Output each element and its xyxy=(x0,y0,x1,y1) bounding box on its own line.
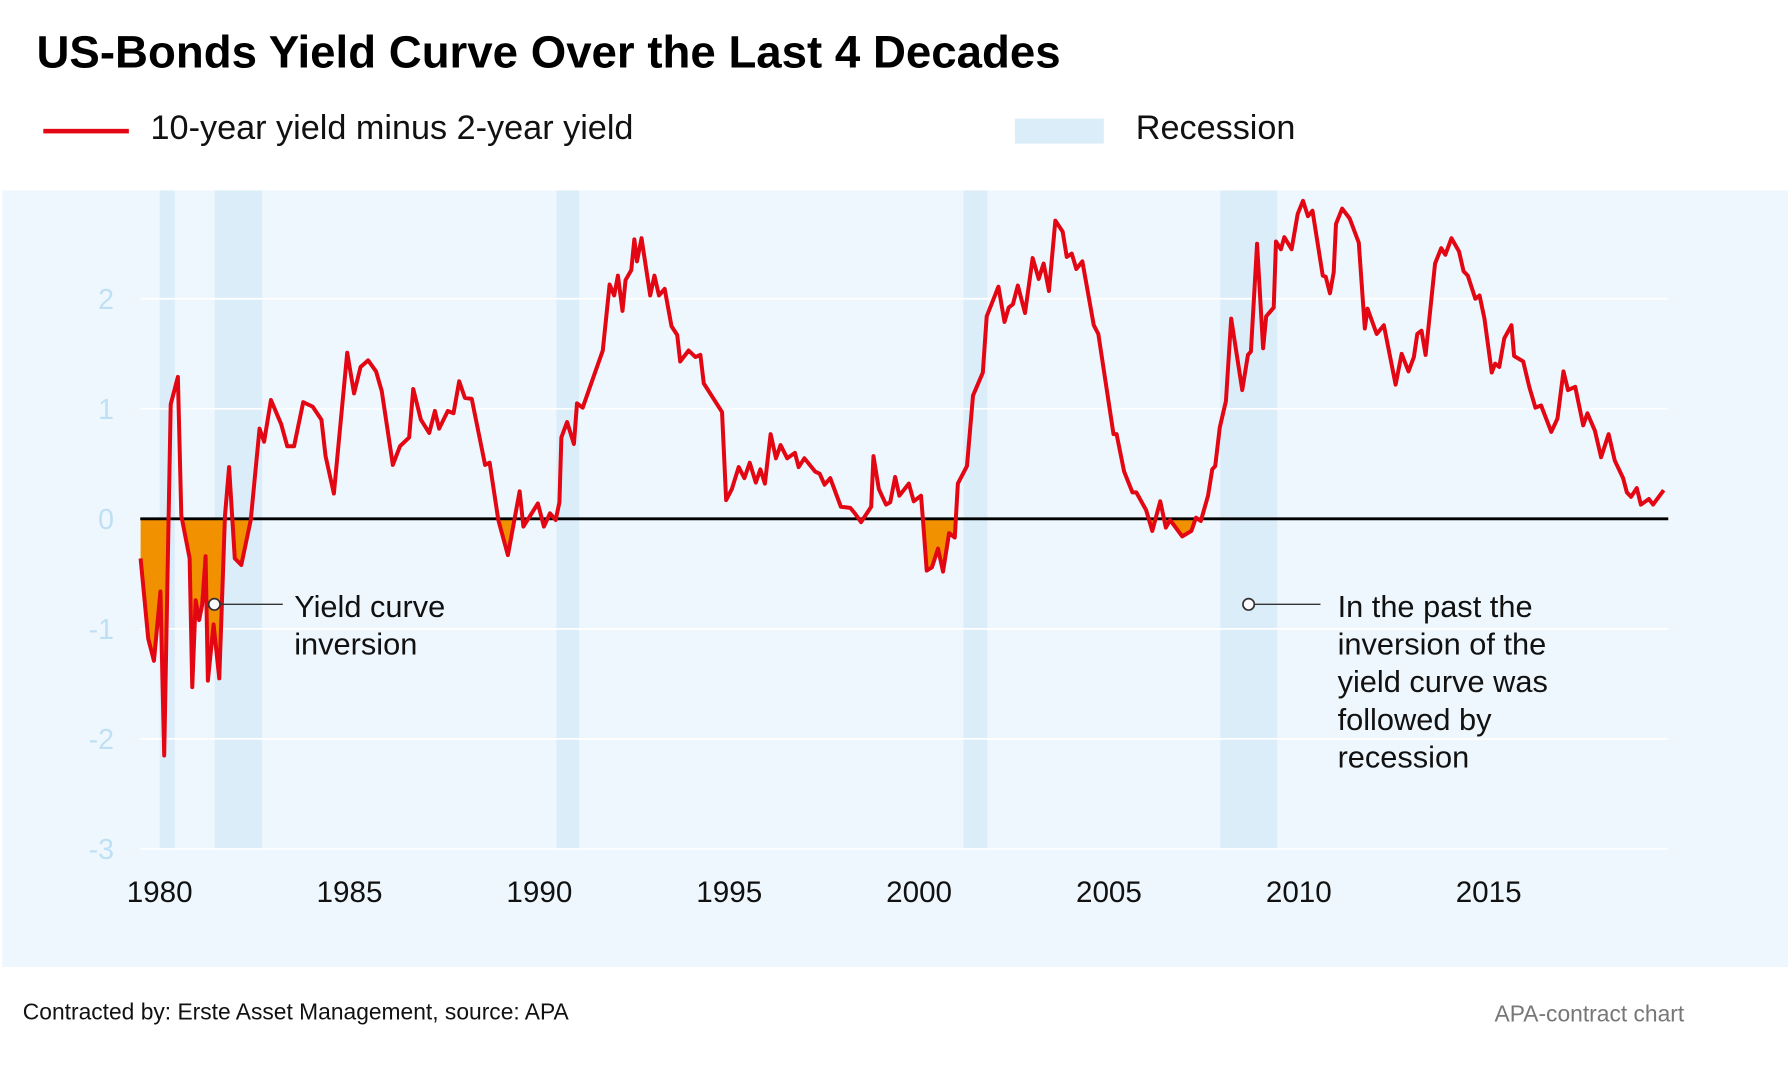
annotation-text-line: Yield curve xyxy=(294,589,445,624)
annotation-inversion: Yield curve inversion xyxy=(207,589,445,662)
y-tick-label: 0 xyxy=(98,504,114,536)
y-tick-label: -2 xyxy=(89,724,114,756)
annotation-dot xyxy=(1242,597,1256,611)
x-tick-label: 2000 xyxy=(886,876,952,909)
series-line xyxy=(138,198,1666,758)
legend-series-label: 10-year yield minus 2-year yield xyxy=(150,109,634,148)
x-tick-label: 2015 xyxy=(1456,876,1522,909)
x-tick-label: 1985 xyxy=(317,876,383,909)
legend-line-swatch xyxy=(43,128,129,134)
annotation-text-line: inversion of the xyxy=(1338,627,1547,662)
chart-title: US-Bonds Yield Curve Over the Last 4 Dec… xyxy=(36,27,1061,78)
x-tick-label: 1990 xyxy=(506,876,572,909)
x-tick-label: 2010 xyxy=(1266,876,1332,909)
annotation-text-line: In the past the xyxy=(1338,589,1533,624)
footer-tag: APA-contract chart xyxy=(1494,1002,1685,1028)
annotation-dot xyxy=(207,597,221,611)
annotation-text-line: inversion xyxy=(294,627,417,662)
y-tick-label: 1 xyxy=(98,394,114,426)
x-tick-label: 1995 xyxy=(696,876,762,909)
y-tick-label: -3 xyxy=(89,834,114,866)
legend-recession-swatch xyxy=(1014,118,1104,144)
footer-credit: Contracted by: Erste Asset Management, s… xyxy=(22,1000,569,1026)
y-tick-label: -1 xyxy=(89,614,114,646)
annotation-text-line: followed by xyxy=(1338,702,1493,737)
plot-background xyxy=(2,190,1788,967)
annotation-text-line: yield curve was xyxy=(1338,664,1548,699)
legend-recession-label: Recession xyxy=(1135,109,1296,148)
x-tick-label: 1980 xyxy=(127,876,193,909)
x-tick-label: 2005 xyxy=(1076,876,1142,909)
annotation-recession-note: In the past the inversion of the yield c… xyxy=(1242,589,1548,774)
annotation-text-line: recession xyxy=(1338,739,1470,774)
y-tick-label: 2 xyxy=(98,284,114,316)
